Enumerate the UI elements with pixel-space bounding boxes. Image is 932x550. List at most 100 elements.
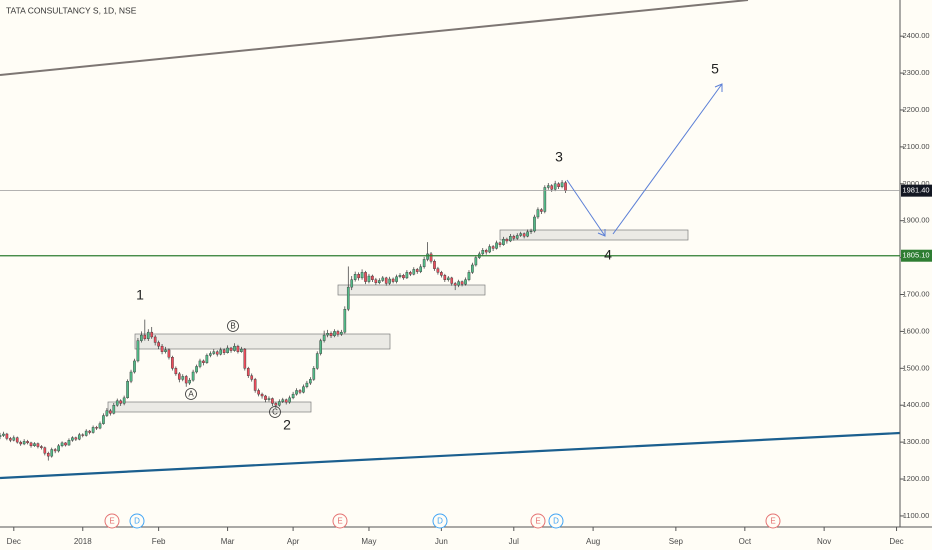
sub-wave-circle bbox=[269, 406, 281, 418]
y-tick-label: 2000.00 bbox=[902, 179, 929, 188]
event-label: D bbox=[134, 517, 140, 526]
candle-body bbox=[19, 441, 23, 445]
candle-body bbox=[460, 281, 464, 285]
candle-body bbox=[271, 398, 274, 404]
candle-body bbox=[157, 342, 160, 347]
candle-body bbox=[119, 400, 123, 404]
candle-body bbox=[229, 347, 233, 351]
candle-body bbox=[215, 351, 219, 355]
candle-body bbox=[353, 274, 357, 280]
candle-body bbox=[143, 334, 147, 339]
candle-body bbox=[88, 430, 91, 433]
x-tick-label: Jun bbox=[435, 537, 448, 546]
candle-body bbox=[33, 443, 36, 447]
candle-body bbox=[464, 279, 467, 285]
candle-body bbox=[95, 427, 98, 429]
candle-body bbox=[219, 349, 223, 355]
candle-body bbox=[184, 376, 188, 384]
candle-body bbox=[84, 430, 88, 436]
candle-body bbox=[295, 390, 298, 395]
x-tick-label: Mar bbox=[221, 537, 235, 546]
overlay bbox=[566, 83, 723, 237]
candle-body bbox=[284, 399, 288, 403]
candle-body bbox=[29, 442, 33, 447]
candle-body bbox=[515, 235, 519, 239]
candle-body bbox=[422, 259, 426, 268]
candle-body bbox=[67, 440, 71, 446]
candle-body bbox=[557, 183, 560, 187]
candle-body bbox=[543, 187, 547, 212]
candle-body bbox=[474, 257, 478, 266]
candle-body bbox=[288, 397, 291, 403]
candle-body bbox=[546, 185, 550, 188]
candle-body bbox=[384, 277, 388, 284]
candle-body bbox=[350, 279, 354, 288]
candle-body bbox=[391, 278, 395, 282]
trendline-top bbox=[0, 0, 749, 76]
projection-arrow bbox=[566, 179, 606, 237]
candle-body bbox=[412, 269, 416, 275]
candle-body bbox=[9, 438, 12, 441]
candle-body bbox=[298, 390, 302, 393]
sub-wave-label: C bbox=[272, 408, 278, 417]
candle-body bbox=[402, 275, 405, 279]
candle-body bbox=[505, 238, 509, 242]
candle-body bbox=[381, 277, 385, 281]
event-label: E bbox=[109, 517, 114, 526]
candle-body bbox=[291, 393, 295, 399]
event-label: E bbox=[337, 517, 342, 526]
candle-body bbox=[105, 410, 109, 416]
arrow-head bbox=[714, 83, 723, 92]
price-label: 1805.10 bbox=[902, 251, 929, 260]
candle-body bbox=[457, 281, 460, 286]
candle-body bbox=[453, 283, 457, 286]
candle-body bbox=[367, 275, 371, 282]
candle-body bbox=[360, 272, 364, 279]
candle-body bbox=[305, 382, 309, 387]
y-tick-label: 1400.00 bbox=[902, 400, 929, 409]
candle-body bbox=[415, 269, 419, 272]
candle-body bbox=[160, 345, 164, 352]
candle-body bbox=[240, 348, 243, 352]
candle-body bbox=[5, 433, 9, 439]
candle-body bbox=[471, 264, 474, 273]
sub-wave-label: A bbox=[188, 390, 194, 399]
candle-body bbox=[274, 403, 278, 406]
candle-body bbox=[188, 379, 191, 384]
event-marker bbox=[548, 513, 564, 529]
candle-body bbox=[153, 336, 157, 343]
event-marker bbox=[332, 513, 348, 529]
wave-label: 5 bbox=[711, 61, 719, 77]
candle-body bbox=[260, 393, 264, 397]
candle-body bbox=[167, 349, 171, 358]
y-tick-label: 2400.00 bbox=[902, 31, 929, 40]
event-label: E bbox=[535, 517, 540, 526]
candle-body bbox=[302, 386, 305, 393]
x-tick-label: Apr bbox=[287, 537, 300, 546]
candle-body bbox=[433, 261, 436, 269]
candle-body bbox=[371, 275, 374, 280]
y-tick-label: 1200.00 bbox=[902, 474, 929, 483]
candle-body bbox=[377, 280, 381, 283]
candle-body bbox=[71, 437, 74, 441]
candles bbox=[0, 180, 567, 461]
event-label: D bbox=[437, 517, 443, 526]
x-tick-label: Feb bbox=[152, 537, 166, 546]
candle-body bbox=[74, 437, 78, 440]
candle-body bbox=[164, 349, 167, 352]
candle-body bbox=[346, 286, 350, 310]
candle-body bbox=[540, 209, 543, 212]
candle-body bbox=[395, 276, 398, 282]
event-marker bbox=[129, 513, 145, 529]
candle-body bbox=[509, 235, 512, 242]
zone-box bbox=[337, 284, 486, 296]
candle-body bbox=[46, 452, 50, 457]
event-marker bbox=[530, 513, 546, 529]
x-tick-label: Dec bbox=[889, 537, 903, 546]
candle-body bbox=[419, 266, 423, 272]
projection-arrow bbox=[612, 83, 723, 235]
candle-body bbox=[440, 272, 443, 276]
candle-body bbox=[209, 353, 212, 356]
